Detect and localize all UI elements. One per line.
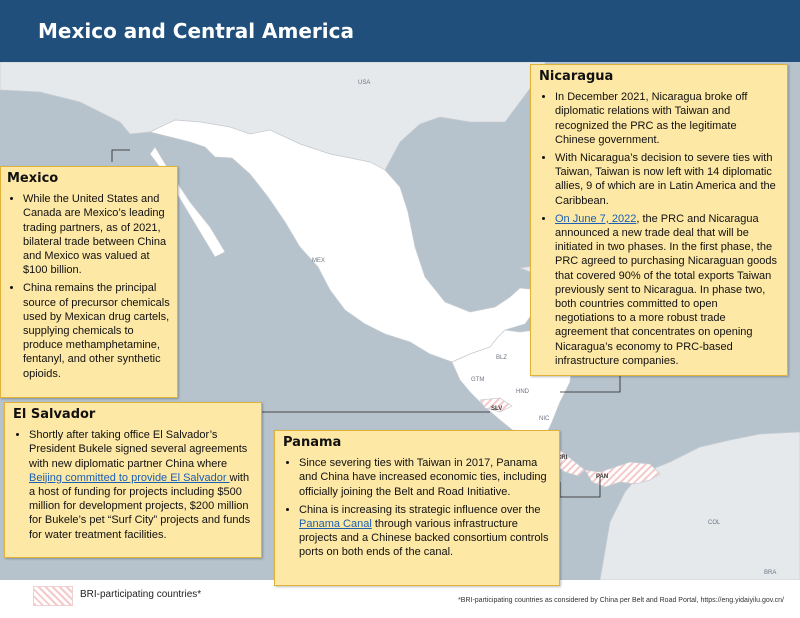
el-salvador-title: El Salvador bbox=[13, 407, 96, 422]
label-mex: MEX bbox=[312, 258, 326, 264]
label-col: COL bbox=[708, 520, 721, 526]
label-pan: PAN bbox=[596, 474, 609, 480]
panama-bullet-1: Since severing ties with Taiwan in 2017,… bbox=[299, 456, 551, 499]
label-hnd: HND bbox=[516, 389, 529, 395]
bri-legend-label: BRI-participating countries* bbox=[80, 589, 202, 600]
panama-canal-link[interactable]: Panama Canal bbox=[299, 518, 372, 531]
panama-callout: Panama Since severing ties with Taiwan i… bbox=[274, 430, 560, 586]
label-nic: NIC bbox=[539, 416, 550, 422]
label-blz: BLZ bbox=[496, 355, 508, 361]
mexico-bullet-2: China remains the principal source of pr… bbox=[23, 281, 171, 380]
el-salvador-funding-link[interactable]: Beijing committed to provide El Salvador bbox=[29, 471, 230, 484]
el-salvador-callout: El Salvador Shortly after taking office … bbox=[4, 402, 262, 558]
mexico-bullets: While the United States and Canada are M… bbox=[7, 192, 171, 381]
nicaragua-trade-deal-link[interactable]: On June 7, 2022 bbox=[555, 212, 637, 225]
label-bra: BRA bbox=[764, 570, 777, 576]
panama-title: Panama bbox=[283, 435, 342, 450]
el-salvador-bri bbox=[479, 397, 513, 413]
nicaragua-bullet-2: With Nicaragua’s decision to severe ties… bbox=[555, 151, 779, 208]
leader-panama bbox=[559, 477, 601, 498]
mexico-callout: Mexico While the United States and Canad… bbox=[0, 166, 178, 398]
el-salvador-bullets: Shortly after taking office El Salvador’… bbox=[13, 428, 253, 542]
label-gtm: GTM bbox=[471, 377, 485, 383]
label-usa: USA bbox=[358, 80, 371, 86]
label-cri: CRI bbox=[557, 455, 568, 461]
leader-mexico bbox=[111, 149, 130, 162]
panama-bullets: Since severing ties with Taiwan in 2017,… bbox=[283, 456, 551, 559]
page-title: Mexico and Central America bbox=[38, 19, 354, 43]
nicaragua-bullet-1: In December 2021, Nicaragua broke off di… bbox=[555, 90, 779, 147]
south-america-land bbox=[599, 431, 800, 580]
nicaragua-bullets: In December 2021, Nicaragua broke off di… bbox=[539, 90, 779, 368]
mexico-bullet-1: While the United States and Canada are M… bbox=[23, 192, 171, 277]
nicaragua-bullet-3: On June 7, 2022, the PRC and Nicaragua a… bbox=[555, 212, 779, 368]
mexico-title: Mexico bbox=[7, 171, 59, 186]
panama-bri bbox=[584, 461, 661, 488]
nicaragua-title: Nicaragua bbox=[539, 69, 614, 84]
panama-bullet-2: China is increasing its strategic influe… bbox=[299, 503, 551, 560]
label-slv: SLV bbox=[491, 406, 503, 412]
header-bar: Mexico and Central America bbox=[0, 0, 800, 62]
footnote: *BRI-participating countries as consider… bbox=[458, 597, 784, 604]
nicaragua-callout: Nicaragua In December 2021, Nicaragua br… bbox=[530, 64, 788, 376]
el-salvador-bullet-1: Shortly after taking office El Salvador’… bbox=[29, 428, 253, 542]
bri-legend-swatch bbox=[33, 586, 73, 606]
